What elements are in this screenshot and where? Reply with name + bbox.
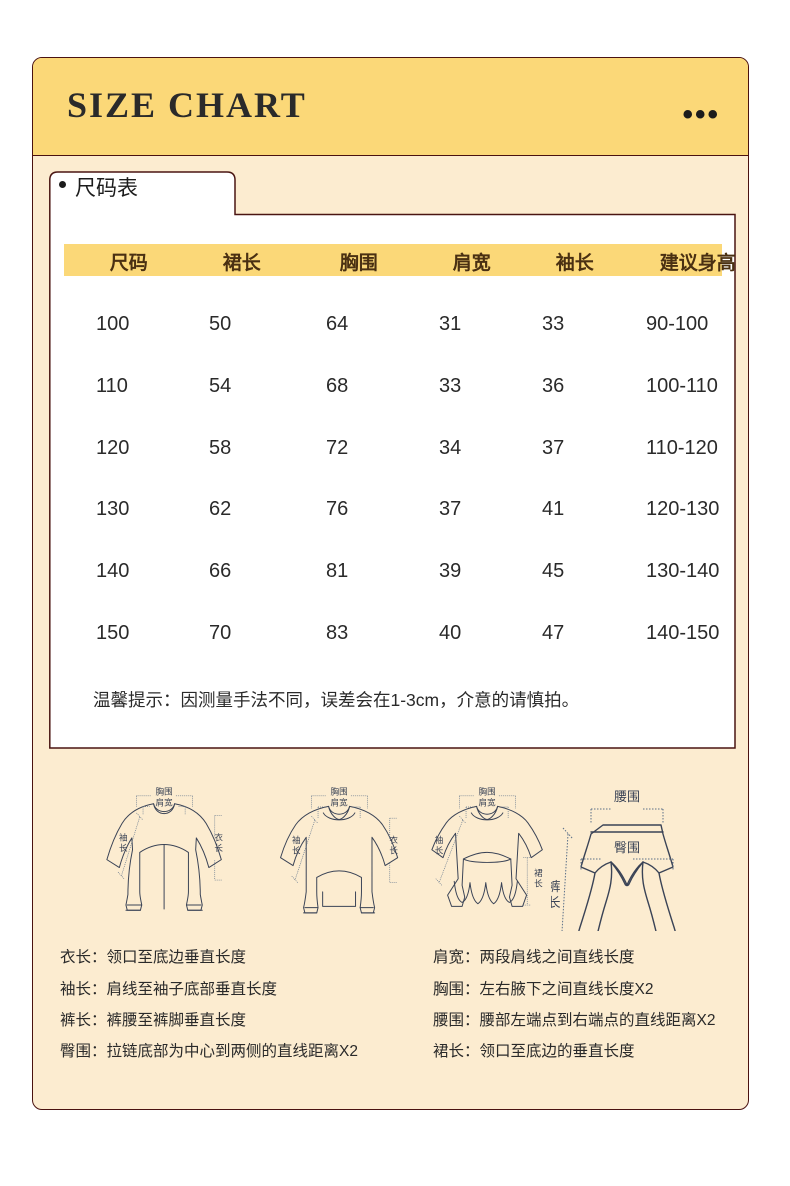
svg-text:衣: 衣 — [389, 834, 398, 845]
svg-text:胸围: 胸围 — [479, 786, 496, 797]
svg-text:长: 长 — [551, 895, 561, 910]
svg-text:长: 长 — [534, 878, 543, 889]
svg-text:肩宽: 肩宽 — [156, 797, 174, 808]
svg-text:肩宽: 肩宽 — [331, 797, 349, 808]
svg-text:长: 长 — [389, 845, 398, 856]
svg-text:肩宽: 肩宽 — [479, 797, 497, 808]
svg-text:裙: 裙 — [534, 867, 543, 878]
svg-text:袖: 袖 — [292, 834, 301, 845]
svg-text:裤: 裤 — [551, 879, 561, 894]
svg-text:长: 长 — [435, 845, 444, 856]
svg-text:胸围: 胸围 — [156, 786, 173, 797]
svg-text:胸围: 胸围 — [331, 786, 348, 797]
svg-text:袖: 袖 — [119, 832, 128, 843]
svg-text:腰围: 腰围 — [614, 789, 640, 804]
svg-text:衣: 衣 — [214, 832, 223, 843]
svg-text:长: 长 — [214, 842, 223, 853]
svg-text:长: 长 — [292, 845, 301, 856]
svg-text:臀围: 臀围 — [614, 840, 640, 855]
svg-text:长: 长 — [119, 842, 128, 853]
svg-text:袖: 袖 — [435, 834, 444, 845]
